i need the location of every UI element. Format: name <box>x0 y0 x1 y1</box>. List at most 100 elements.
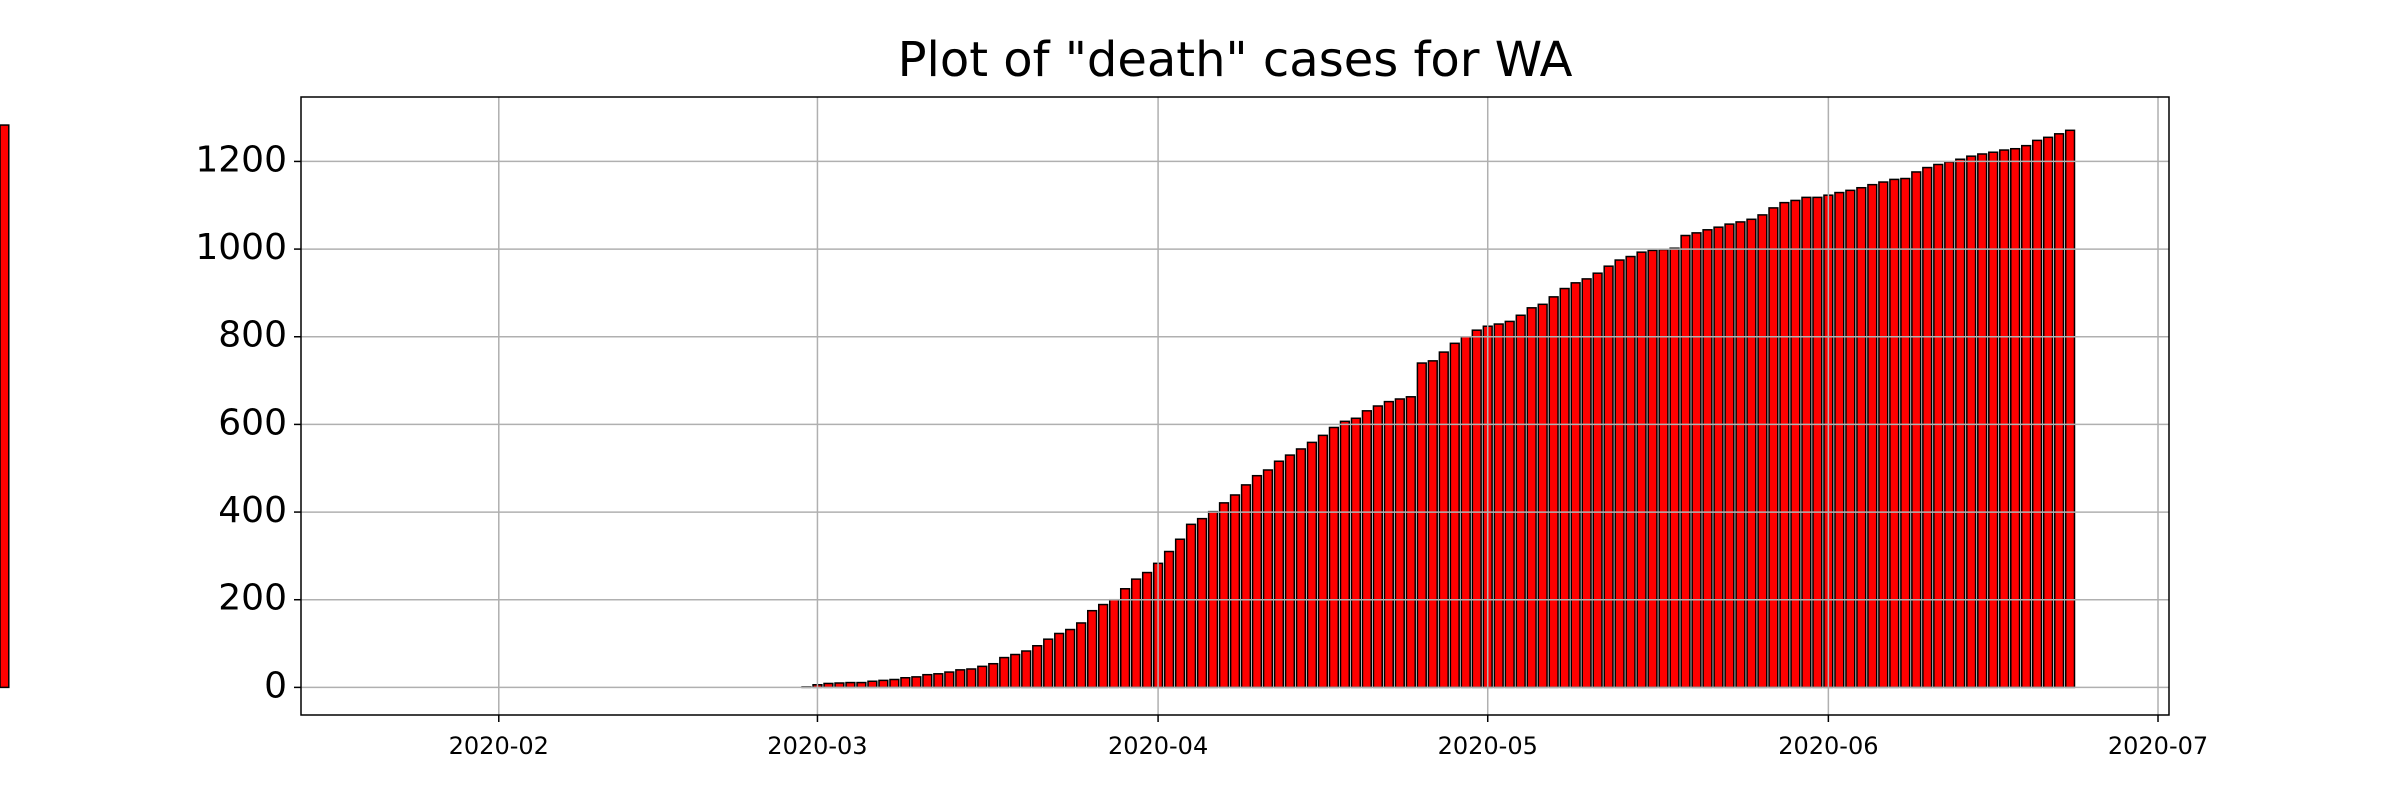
x-tick-label: 2020-07 <box>2108 732 2208 760</box>
bar <box>1471 329 1482 689</box>
chart-title: Plot of "death" cases for WA <box>898 32 1573 88</box>
bar <box>1130 578 1142 689</box>
bar <box>0 124 10 689</box>
x-tick-label: 2020-06 <box>1778 732 1878 760</box>
bar <box>1043 638 1054 689</box>
bar <box>1900 177 1911 689</box>
bar <box>1735 221 1746 689</box>
bar <box>1757 214 1768 689</box>
bar <box>2064 129 2076 689</box>
bar <box>1295 448 1307 689</box>
bar <box>1834 191 1845 689</box>
bar <box>1581 278 1592 689</box>
bar <box>2053 133 2065 689</box>
bar <box>1647 249 1658 689</box>
bar <box>1658 248 1669 689</box>
bar <box>1702 229 1713 689</box>
bar <box>1405 396 1416 689</box>
bar <box>1251 474 1263 689</box>
bar <box>1603 265 1614 689</box>
bar <box>1548 296 1559 689</box>
bar <box>1032 644 1043 689</box>
bar <box>944 671 955 689</box>
bar <box>1361 410 1373 689</box>
bar <box>878 679 889 689</box>
y-tick-label: 200 <box>218 578 287 619</box>
bar <box>1262 469 1274 689</box>
bar <box>1372 405 1383 689</box>
y-tick-label: 1200 <box>195 139 287 180</box>
x-tick-label: 2020-05 <box>1438 732 1538 760</box>
bar <box>1504 320 1515 689</box>
bar <box>1878 181 1889 689</box>
bar <box>1218 502 1230 689</box>
bar <box>1570 282 1581 689</box>
y-tick-label: 400 <box>218 490 287 531</box>
bar <box>1438 351 1449 689</box>
bar <box>933 673 944 689</box>
bar <box>2031 139 2043 689</box>
bar <box>1196 517 1208 689</box>
bar <box>1339 420 1351 689</box>
bar <box>1669 247 1680 689</box>
bar <box>1087 609 1098 689</box>
bar <box>889 678 900 689</box>
bar <box>1966 155 1977 689</box>
bar <box>1779 201 1790 689</box>
bar <box>1021 650 1032 689</box>
bar <box>1394 398 1405 689</box>
bar <box>955 669 966 689</box>
bar <box>1812 196 1823 689</box>
bar <box>1922 166 1933 689</box>
bar <box>1680 234 1691 689</box>
bar <box>1108 598 1120 689</box>
bar <box>922 673 933 689</box>
bar <box>1856 186 1867 689</box>
bar <box>1229 494 1241 689</box>
bar <box>1515 314 1526 689</box>
bar <box>1537 303 1548 689</box>
bar <box>1317 434 1329 689</box>
bar <box>999 656 1010 689</box>
plot-frame <box>300 96 2170 716</box>
bar <box>1416 362 1427 689</box>
bar <box>1284 454 1296 689</box>
bar <box>1097 603 1109 689</box>
bar <box>977 665 988 689</box>
bar <box>1141 571 1153 689</box>
bar <box>1592 272 1603 689</box>
bar <box>911 676 922 689</box>
y-tick-label: 0 <box>264 665 287 706</box>
bar <box>1163 550 1175 689</box>
bar <box>1350 417 1362 689</box>
bar <box>1724 223 1735 689</box>
bar <box>1010 653 1021 689</box>
bar <box>1306 441 1318 689</box>
bar <box>1625 255 1636 689</box>
bar <box>1933 163 1944 689</box>
bar <box>1713 226 1724 689</box>
x-tick-label: 2020-02 <box>449 732 549 760</box>
bar <box>1889 178 1900 689</box>
bar <box>1065 628 1076 689</box>
bar <box>1559 287 1570 689</box>
bar <box>1493 323 1504 689</box>
bar <box>966 668 977 689</box>
bar <box>1867 183 1878 689</box>
bar <box>1691 232 1702 689</box>
bar <box>2021 144 2032 689</box>
bar <box>1119 588 1131 689</box>
bar <box>1273 460 1285 689</box>
bar <box>1449 342 1460 689</box>
bar <box>900 676 911 689</box>
bar <box>1526 307 1537 689</box>
bar <box>1801 196 1812 689</box>
y-tick-label: 800 <box>218 315 287 356</box>
bar <box>1076 622 1087 689</box>
bar <box>1999 149 2010 689</box>
bar <box>1328 426 1340 689</box>
bar <box>1185 523 1197 689</box>
bar <box>1174 538 1186 689</box>
y-tick-label: 1000 <box>195 227 287 268</box>
